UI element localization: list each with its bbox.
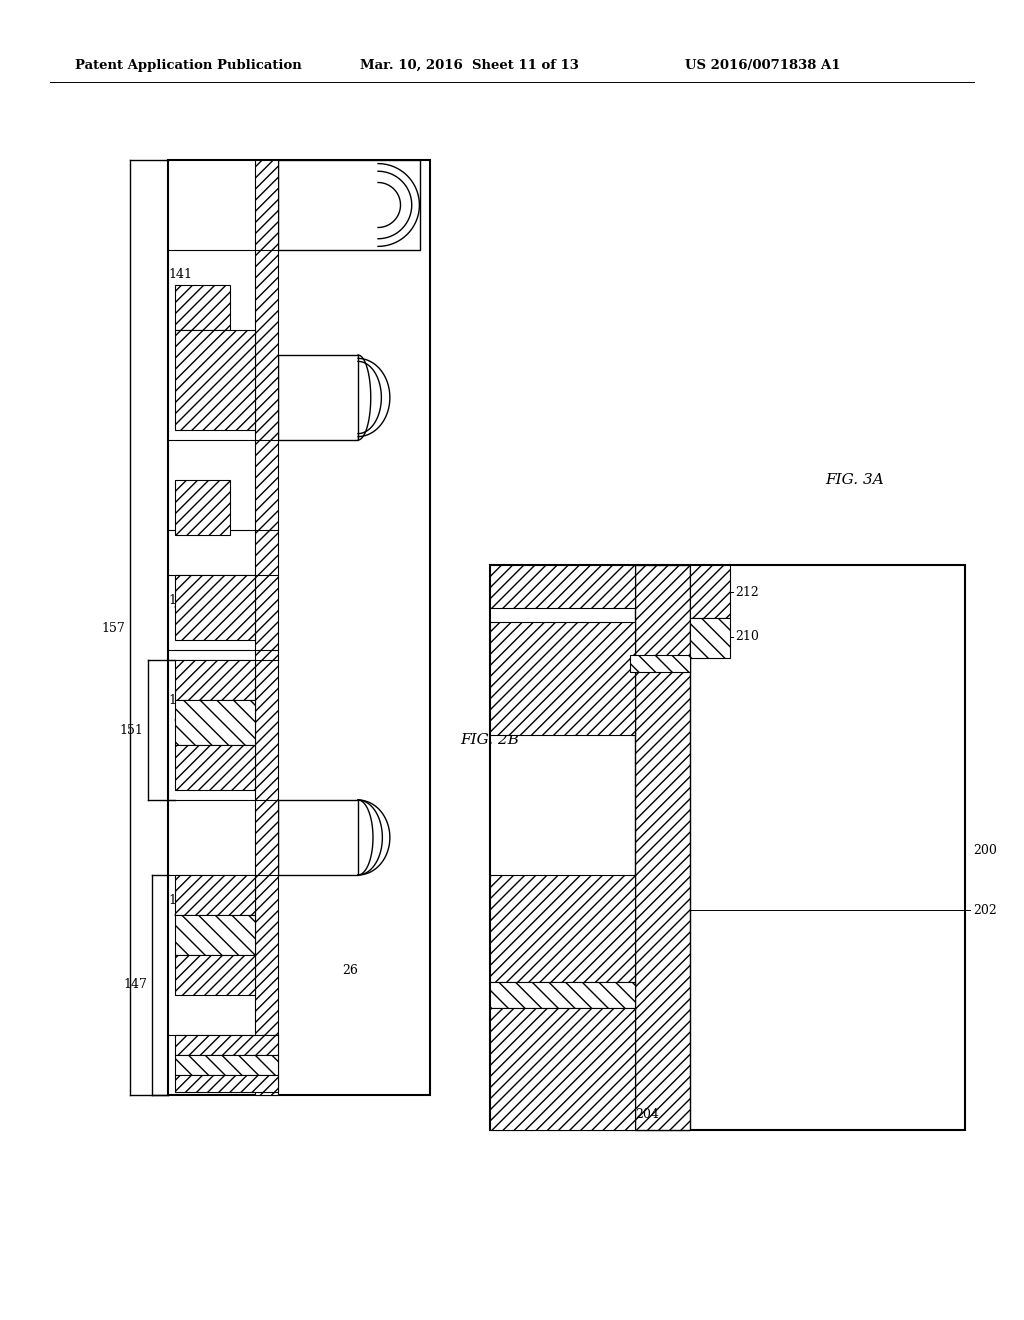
Bar bbox=[690, 618, 730, 657]
Bar bbox=[175, 875, 255, 915]
Text: 137: 137 bbox=[168, 693, 193, 706]
Text: 151: 151 bbox=[119, 723, 143, 737]
Bar bbox=[175, 285, 230, 330]
Bar bbox=[490, 622, 635, 735]
Bar bbox=[690, 565, 730, 618]
Bar bbox=[175, 1035, 278, 1055]
Bar bbox=[278, 355, 358, 440]
Bar bbox=[175, 1074, 278, 1092]
Text: 208: 208 bbox=[507, 1014, 530, 1027]
Bar bbox=[278, 160, 420, 249]
Text: 157: 157 bbox=[101, 622, 125, 635]
Bar bbox=[255, 160, 278, 1096]
Bar bbox=[175, 915, 255, 954]
Bar bbox=[168, 160, 430, 1096]
Bar bbox=[490, 875, 635, 982]
Bar bbox=[175, 480, 230, 535]
Text: FIG. 2B: FIG. 2B bbox=[461, 733, 519, 747]
Bar bbox=[175, 954, 255, 995]
Bar bbox=[630, 655, 690, 672]
Text: 212: 212 bbox=[735, 586, 759, 598]
Bar bbox=[175, 330, 255, 430]
Bar bbox=[175, 744, 255, 789]
Text: 139: 139 bbox=[168, 594, 193, 606]
Text: 131: 131 bbox=[168, 894, 193, 907]
Bar bbox=[490, 565, 635, 609]
Text: 210: 210 bbox=[735, 631, 759, 644]
Text: US 2016/0071838 A1: US 2016/0071838 A1 bbox=[685, 58, 841, 71]
Bar bbox=[490, 565, 965, 1130]
Bar bbox=[175, 576, 255, 640]
Bar bbox=[490, 982, 635, 1008]
Bar bbox=[635, 565, 690, 1130]
Text: 204: 204 bbox=[635, 1109, 658, 1122]
Bar bbox=[175, 700, 255, 744]
Text: 200: 200 bbox=[973, 843, 997, 857]
Text: 141: 141 bbox=[168, 268, 193, 281]
Text: 206: 206 bbox=[551, 636, 575, 649]
Bar bbox=[175, 660, 255, 700]
Text: FIG. 3A: FIG. 3A bbox=[825, 473, 885, 487]
Text: 26: 26 bbox=[342, 964, 358, 977]
Text: Mar. 10, 2016  Sheet 11 of 13: Mar. 10, 2016 Sheet 11 of 13 bbox=[360, 58, 579, 71]
Text: 202: 202 bbox=[973, 903, 996, 916]
Text: Patent Application Publication: Patent Application Publication bbox=[75, 58, 302, 71]
Bar bbox=[175, 1055, 278, 1074]
Text: 147: 147 bbox=[123, 978, 147, 991]
Bar bbox=[490, 1008, 635, 1130]
Bar bbox=[278, 800, 358, 875]
